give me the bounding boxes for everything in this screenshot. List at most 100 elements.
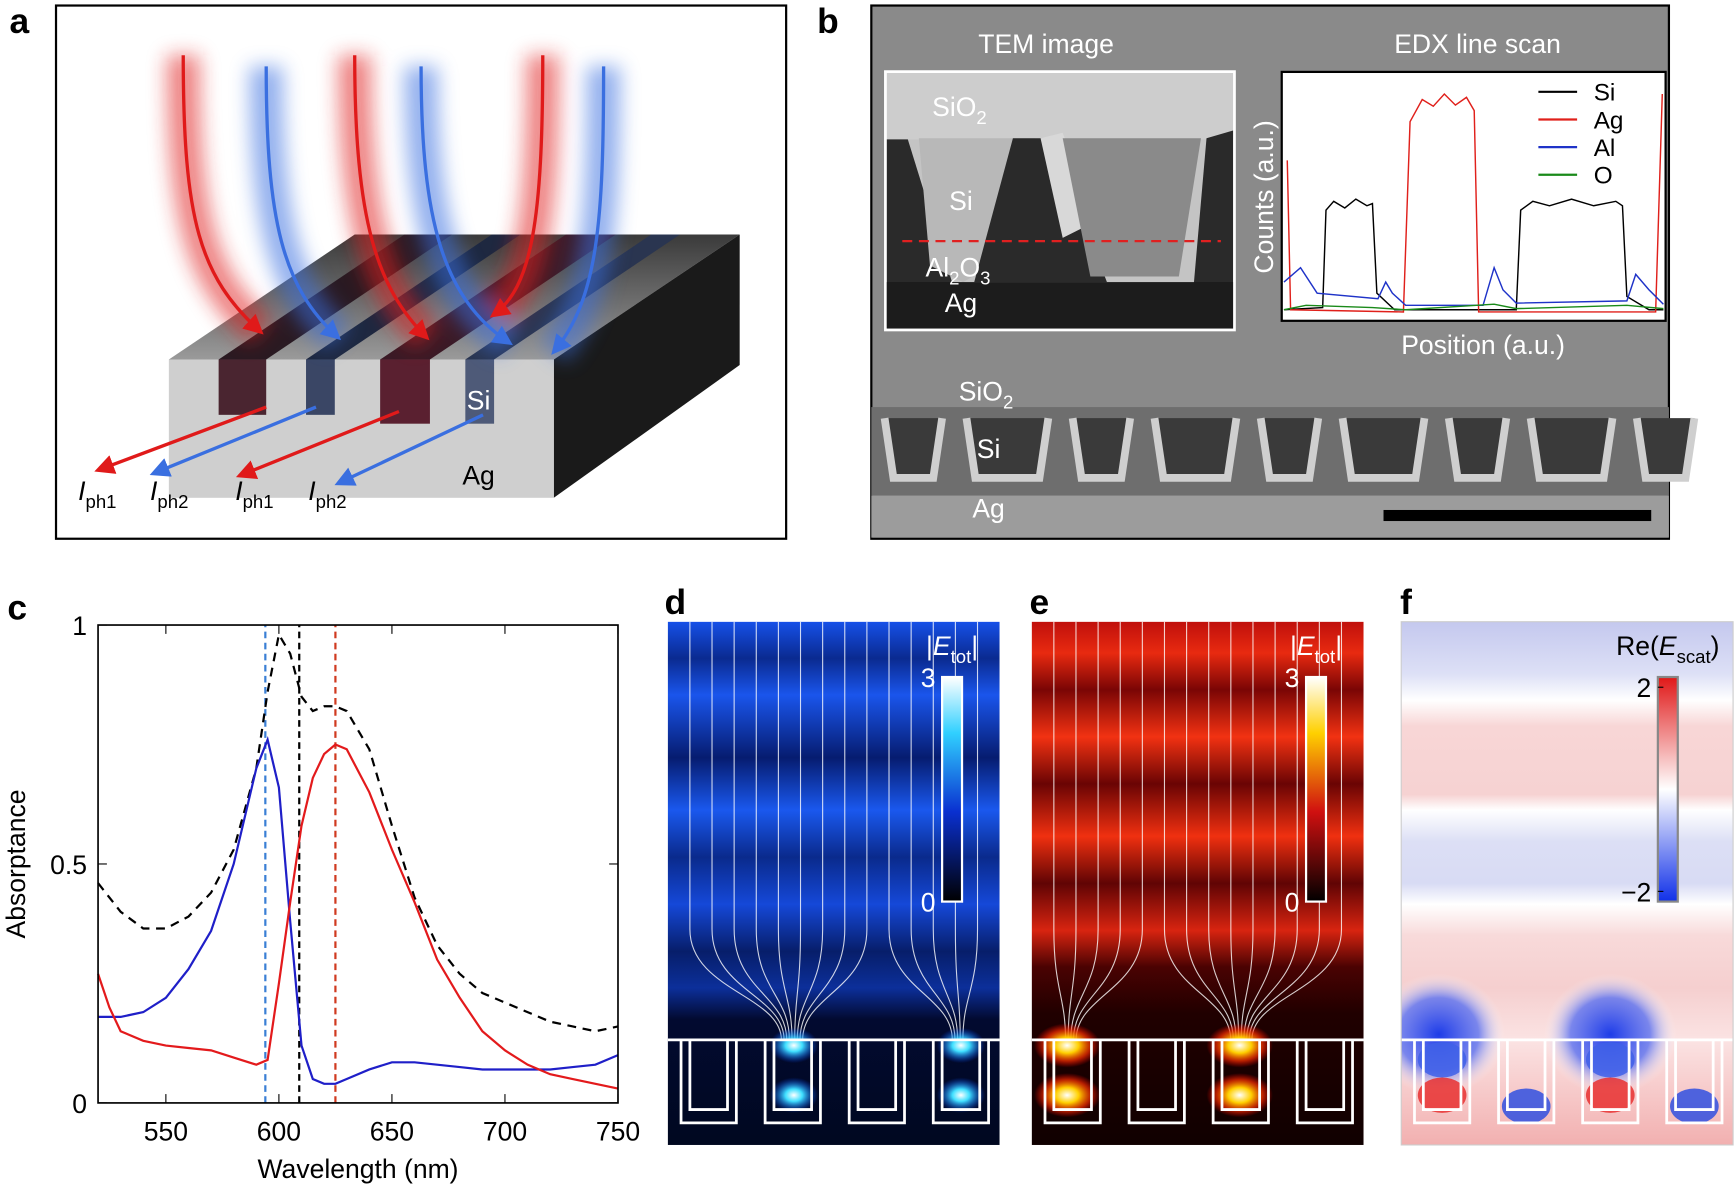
legend-label: Ag [1594, 107, 1624, 134]
field-line [755, 621, 790, 1040]
field-line [1163, 621, 1232, 1040]
colorbar-tick-label: 2 [1636, 673, 1651, 703]
map-frame [1400, 621, 1734, 1146]
colorbar-title-part: scat [1677, 646, 1712, 667]
tem-structure [886, 73, 1234, 329]
field-patch [1417, 1077, 1467, 1113]
lobe [1543, 973, 1677, 1096]
panel-label: e [1030, 583, 1050, 622]
field-line [910, 621, 956, 1040]
panel-label: c [7, 588, 27, 627]
material-label: Si [467, 385, 491, 415]
colorbar-tick-label: −2 [1621, 877, 1651, 907]
photocurrent-label: Iph2 [308, 476, 346, 512]
field-line [711, 621, 785, 1040]
x-tick-label: 600 [257, 1117, 301, 1147]
colorbar-title: |Etot| [1290, 631, 1342, 667]
tem-label-part: Al [926, 253, 950, 283]
field-map-e [1031, 621, 1364, 1145]
tem-label-part: 2 [949, 268, 959, 289]
colorbar-tick-label: 3 [921, 663, 936, 693]
field-patch [1585, 1042, 1635, 1078]
x-axis-label: Wavelength (nm) [258, 1154, 459, 1184]
field-line [777, 621, 793, 1040]
field-line [802, 621, 868, 1040]
colorbar-title-part: E [1297, 631, 1315, 661]
hot-spot [769, 1077, 819, 1113]
inset-title: EDX line scan [1394, 29, 1561, 59]
photocurrent-label-part: ph2 [157, 491, 188, 512]
colorbar [1656, 675, 1679, 903]
sem-label: Ag [972, 494, 1004, 524]
panel-label: f [1400, 583, 1412, 622]
tem-label-part: 2 [976, 107, 986, 128]
colorbar-title-part: Re( [1616, 631, 1659, 661]
tem-label: SiO2 [932, 92, 987, 128]
field-line [733, 621, 788, 1040]
field-patch [1670, 1088, 1719, 1124]
sem-label: SiO2 [959, 376, 1014, 412]
photocurrent-label-part: I [235, 476, 243, 506]
slot-outline [1043, 1039, 1102, 1125]
photocurrent-label-part: I [78, 476, 86, 506]
colorbar-tick-label: 0 [921, 888, 936, 918]
edx-curves [1283, 92, 1664, 313]
colorbar-tick-label: 0 [1285, 888, 1300, 918]
block-side [553, 234, 740, 498]
hot-spot [769, 1027, 819, 1064]
colorbar-title-part: | [1335, 631, 1342, 661]
colorbar-tick-label: 3 [1285, 663, 1300, 693]
tem-label-part: SiO [932, 92, 976, 122]
series-line [97, 631, 619, 1033]
field-line [1251, 621, 1343, 1040]
colorbar-title-part: | [926, 631, 933, 661]
colorbar-title-part: E [933, 631, 951, 661]
tem-label: Al2O3 [926, 253, 991, 289]
series-line [98, 736, 619, 1085]
photocurrent-label: Iph1 [78, 476, 116, 512]
field-line [954, 621, 961, 1040]
legend-label: Al [1594, 135, 1616, 162]
hot-spot [936, 1077, 986, 1113]
sem-label-part: SiO [959, 376, 1003, 406]
tem-label: Si [949, 186, 973, 216]
colorbar-title-part: tot [951, 646, 972, 667]
inset-title: TEM image [978, 29, 1114, 59]
x-tick-label: 750 [596, 1117, 640, 1147]
field-map-f [1401, 621, 1734, 1145]
trench [1338, 417, 1429, 482]
panel-label: a [10, 2, 30, 41]
hot-spot [1206, 1023, 1273, 1068]
slot-outline [1295, 1039, 1354, 1125]
field-patch [1417, 1042, 1467, 1078]
sem-label-part: 2 [1003, 391, 1013, 412]
slot-outline [1665, 1039, 1724, 1125]
trench [1526, 417, 1617, 482]
trench [880, 417, 946, 482]
photocurrent-label-part: I [308, 476, 316, 506]
colorbar-title-part: | [1290, 631, 1297, 661]
trench [1068, 417, 1135, 482]
colorbar [1304, 675, 1328, 903]
field-line [1075, 621, 1143, 1040]
field-line [794, 621, 802, 1040]
colorbar-title-part: ) [1711, 631, 1720, 661]
trench [962, 417, 1053, 482]
field-patch [1501, 1088, 1551, 1124]
colorbar-title-part: tot [1315, 646, 1336, 667]
field-line [932, 621, 959, 1040]
tem-label-part: 3 [980, 268, 990, 289]
field-line [799, 621, 846, 1040]
field-patch [1585, 1077, 1635, 1113]
field-line [962, 621, 979, 1040]
colorbar-title-part: E [1659, 631, 1677, 661]
axis-label: Counts (a.u.) [1249, 120, 1279, 273]
field-line [689, 621, 782, 1040]
slot-outline [1413, 1039, 1472, 1125]
photocurrent-label-part: I [150, 476, 158, 506]
scale-bar [1383, 509, 1652, 522]
field-line [796, 621, 824, 1040]
x-tick-label: 700 [483, 1117, 527, 1147]
